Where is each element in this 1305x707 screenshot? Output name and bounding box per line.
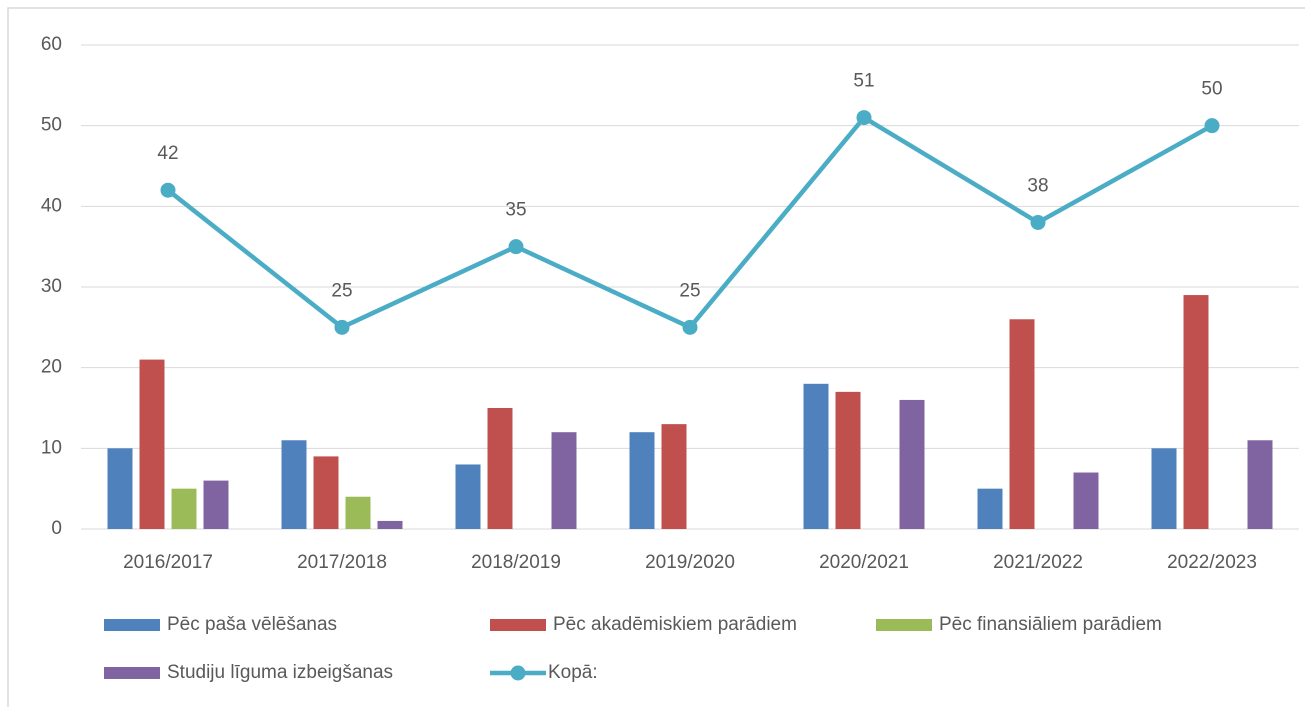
data-label: 25 xyxy=(331,280,352,301)
legend-swatch xyxy=(104,619,160,631)
line-marker xyxy=(334,319,350,335)
data-label: 42 xyxy=(157,143,178,164)
bar xyxy=(1151,448,1177,529)
bar xyxy=(313,456,339,529)
y-tick-label: 60 xyxy=(41,34,62,55)
bar xyxy=(281,440,307,529)
x-tick-label: 2021/2022 xyxy=(993,552,1083,573)
legend-label: Studiju līguma izbeigšanas xyxy=(167,662,393,683)
line-marker xyxy=(160,182,176,198)
y-tick-label: 40 xyxy=(41,195,62,216)
y-tick-label: 0 xyxy=(51,518,62,539)
bar xyxy=(203,480,229,529)
legend-swatch-marker xyxy=(510,665,526,681)
chart-border xyxy=(7,7,1305,707)
bar xyxy=(803,383,829,529)
data-label: 35 xyxy=(505,200,526,221)
bar xyxy=(1009,319,1035,529)
line-marker xyxy=(508,239,524,255)
bar xyxy=(1247,440,1273,529)
bar xyxy=(899,399,925,529)
bar xyxy=(1183,295,1209,529)
bar xyxy=(629,432,655,529)
x-tick-label: 2017/2018 xyxy=(297,552,387,573)
bar xyxy=(487,408,513,529)
line-marker xyxy=(682,319,698,335)
bar xyxy=(661,424,687,529)
bar xyxy=(107,448,133,529)
x-tick-label: 2018/2019 xyxy=(471,552,561,573)
bar xyxy=(377,520,403,529)
legend-swatch xyxy=(876,619,932,631)
data-label: 51 xyxy=(853,71,874,92)
data-label: 50 xyxy=(1201,79,1222,100)
bar xyxy=(171,488,197,529)
data-label: 38 xyxy=(1027,175,1048,196)
legend-label: Kopā: xyxy=(548,662,598,683)
bar xyxy=(139,359,165,529)
bar xyxy=(551,432,577,529)
data-label: 25 xyxy=(679,280,700,301)
bar xyxy=(977,488,1003,529)
x-tick-label: 2022/2023 xyxy=(1167,552,1257,573)
y-tick-label: 50 xyxy=(41,115,62,136)
x-tick-label: 2016/2017 xyxy=(123,552,213,573)
legend-label: Pēc finansiāliem parādiem xyxy=(939,614,1162,635)
y-tick-label: 20 xyxy=(41,357,62,378)
y-tick-label: 10 xyxy=(41,437,62,458)
bar xyxy=(455,464,481,529)
legend-label: Pēc paša vēlēšanas xyxy=(167,614,337,635)
x-tick-label: 2020/2021 xyxy=(819,552,909,573)
legend-swatch xyxy=(490,619,546,631)
line-marker xyxy=(1204,118,1220,134)
x-tick-label: 2019/2020 xyxy=(645,552,735,573)
line-marker xyxy=(1030,214,1046,230)
line-marker xyxy=(856,110,872,126)
legend-label: Pēc akadēmiskiem parādiem xyxy=(553,614,797,635)
bar xyxy=(835,391,861,529)
bar xyxy=(345,496,371,529)
legend-swatch xyxy=(104,667,160,679)
y-tick-label: 30 xyxy=(41,276,62,297)
bar xyxy=(1073,472,1099,529)
